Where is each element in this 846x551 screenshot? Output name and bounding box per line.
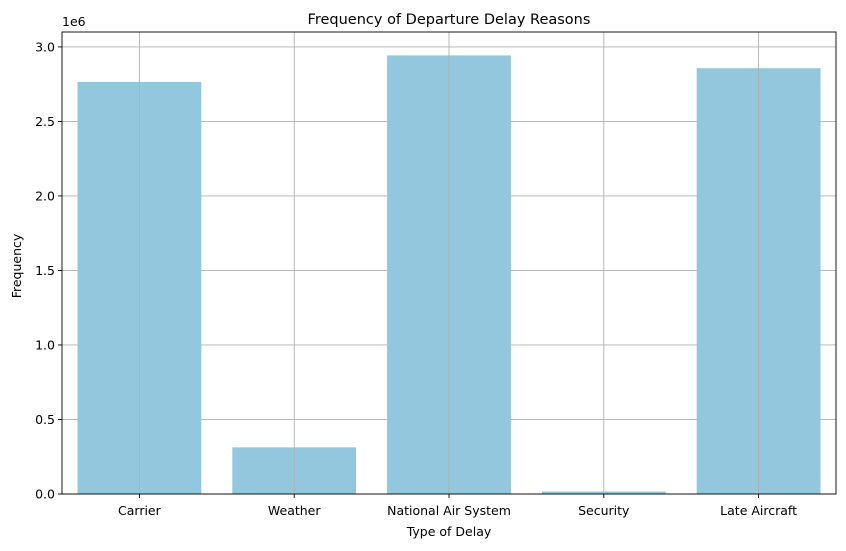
y-tick-label: 2.5 xyxy=(35,114,55,129)
y-tick-label: 3.0 xyxy=(35,39,55,54)
x-tick-label: Weather xyxy=(268,503,321,518)
y-axis-multiplier: 1e6 xyxy=(62,14,86,29)
y-tick-label: 1.5 xyxy=(35,263,55,278)
y-tick-label: 0.0 xyxy=(35,487,55,502)
x-tick-label: Late Aircraft xyxy=(720,503,797,518)
x-tick-label: Security xyxy=(578,503,630,518)
x-tick-label: National Air System xyxy=(387,503,511,518)
chart-title: Frequency of Departure Delay Reasons xyxy=(308,12,591,28)
y-tick-label: 0.5 xyxy=(35,412,55,427)
tick-layer: 0.0 0.5 1.0 1.5 2.0 2.5 3.0 Carrier Weather Natio… xyxy=(35,39,797,518)
y-axis-label: Frequency xyxy=(9,233,24,298)
y-tick-label: 1.0 xyxy=(35,337,55,352)
grid-front-layer xyxy=(138,32,760,494)
x-tick-label: Carrier xyxy=(118,503,162,518)
x-axis-label: Type of Delay xyxy=(406,524,492,539)
y-tick-label: 2.0 xyxy=(35,188,55,203)
